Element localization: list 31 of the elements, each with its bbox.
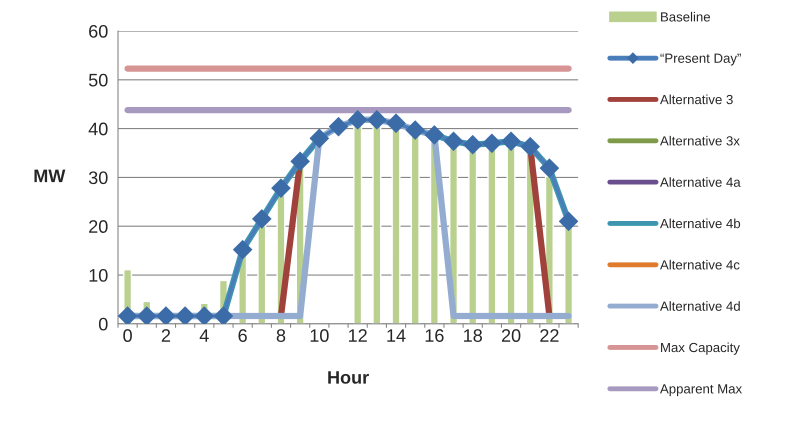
legend-label: Alternative 4a xyxy=(660,177,741,187)
x-tick-label: 8 xyxy=(276,329,286,342)
x-axis-title: Hour xyxy=(328,371,369,384)
legend-label: Alternative 4c xyxy=(660,260,740,270)
legend-label: “Present Day” xyxy=(660,54,741,66)
x-tick-label: 14 xyxy=(387,329,406,342)
y-tick-label: 60 xyxy=(89,24,108,38)
y-tick-label: 0 xyxy=(98,318,108,331)
x-tick-label: 12 xyxy=(349,329,367,342)
x-tick-label: 20 xyxy=(502,329,520,342)
x-tick-label: 4 xyxy=(200,329,209,342)
x-tick-label: 16 xyxy=(426,329,444,342)
x-tick-label: 6 xyxy=(238,329,247,342)
x-tick-label: 0 xyxy=(123,329,132,342)
legend-label: Max Capacity xyxy=(661,342,740,355)
y-tick-label: 30 xyxy=(88,171,108,184)
legend-label: Alternative 4b xyxy=(660,218,740,228)
y-tick-label: 40 xyxy=(88,122,108,136)
legend-label: Alternative 4d xyxy=(660,301,740,311)
x-tick-label: 2 xyxy=(162,329,170,342)
x-tick-label: 10 xyxy=(310,329,329,342)
legend-label: Alternative 3x xyxy=(660,136,740,146)
y-axis-title: MW xyxy=(34,170,66,182)
legend-label: Apparent Max xyxy=(660,384,742,396)
legend-label: Alternative 3 xyxy=(660,94,733,104)
y-tick-label: 50 xyxy=(88,74,108,87)
y-tick-label: 10 xyxy=(90,268,108,282)
y-tick-label: 20 xyxy=(89,220,108,233)
x-tick-label: 18 xyxy=(464,329,482,342)
legend-label: Baseline xyxy=(661,12,710,22)
x-tick-label: 22 xyxy=(540,329,559,342)
